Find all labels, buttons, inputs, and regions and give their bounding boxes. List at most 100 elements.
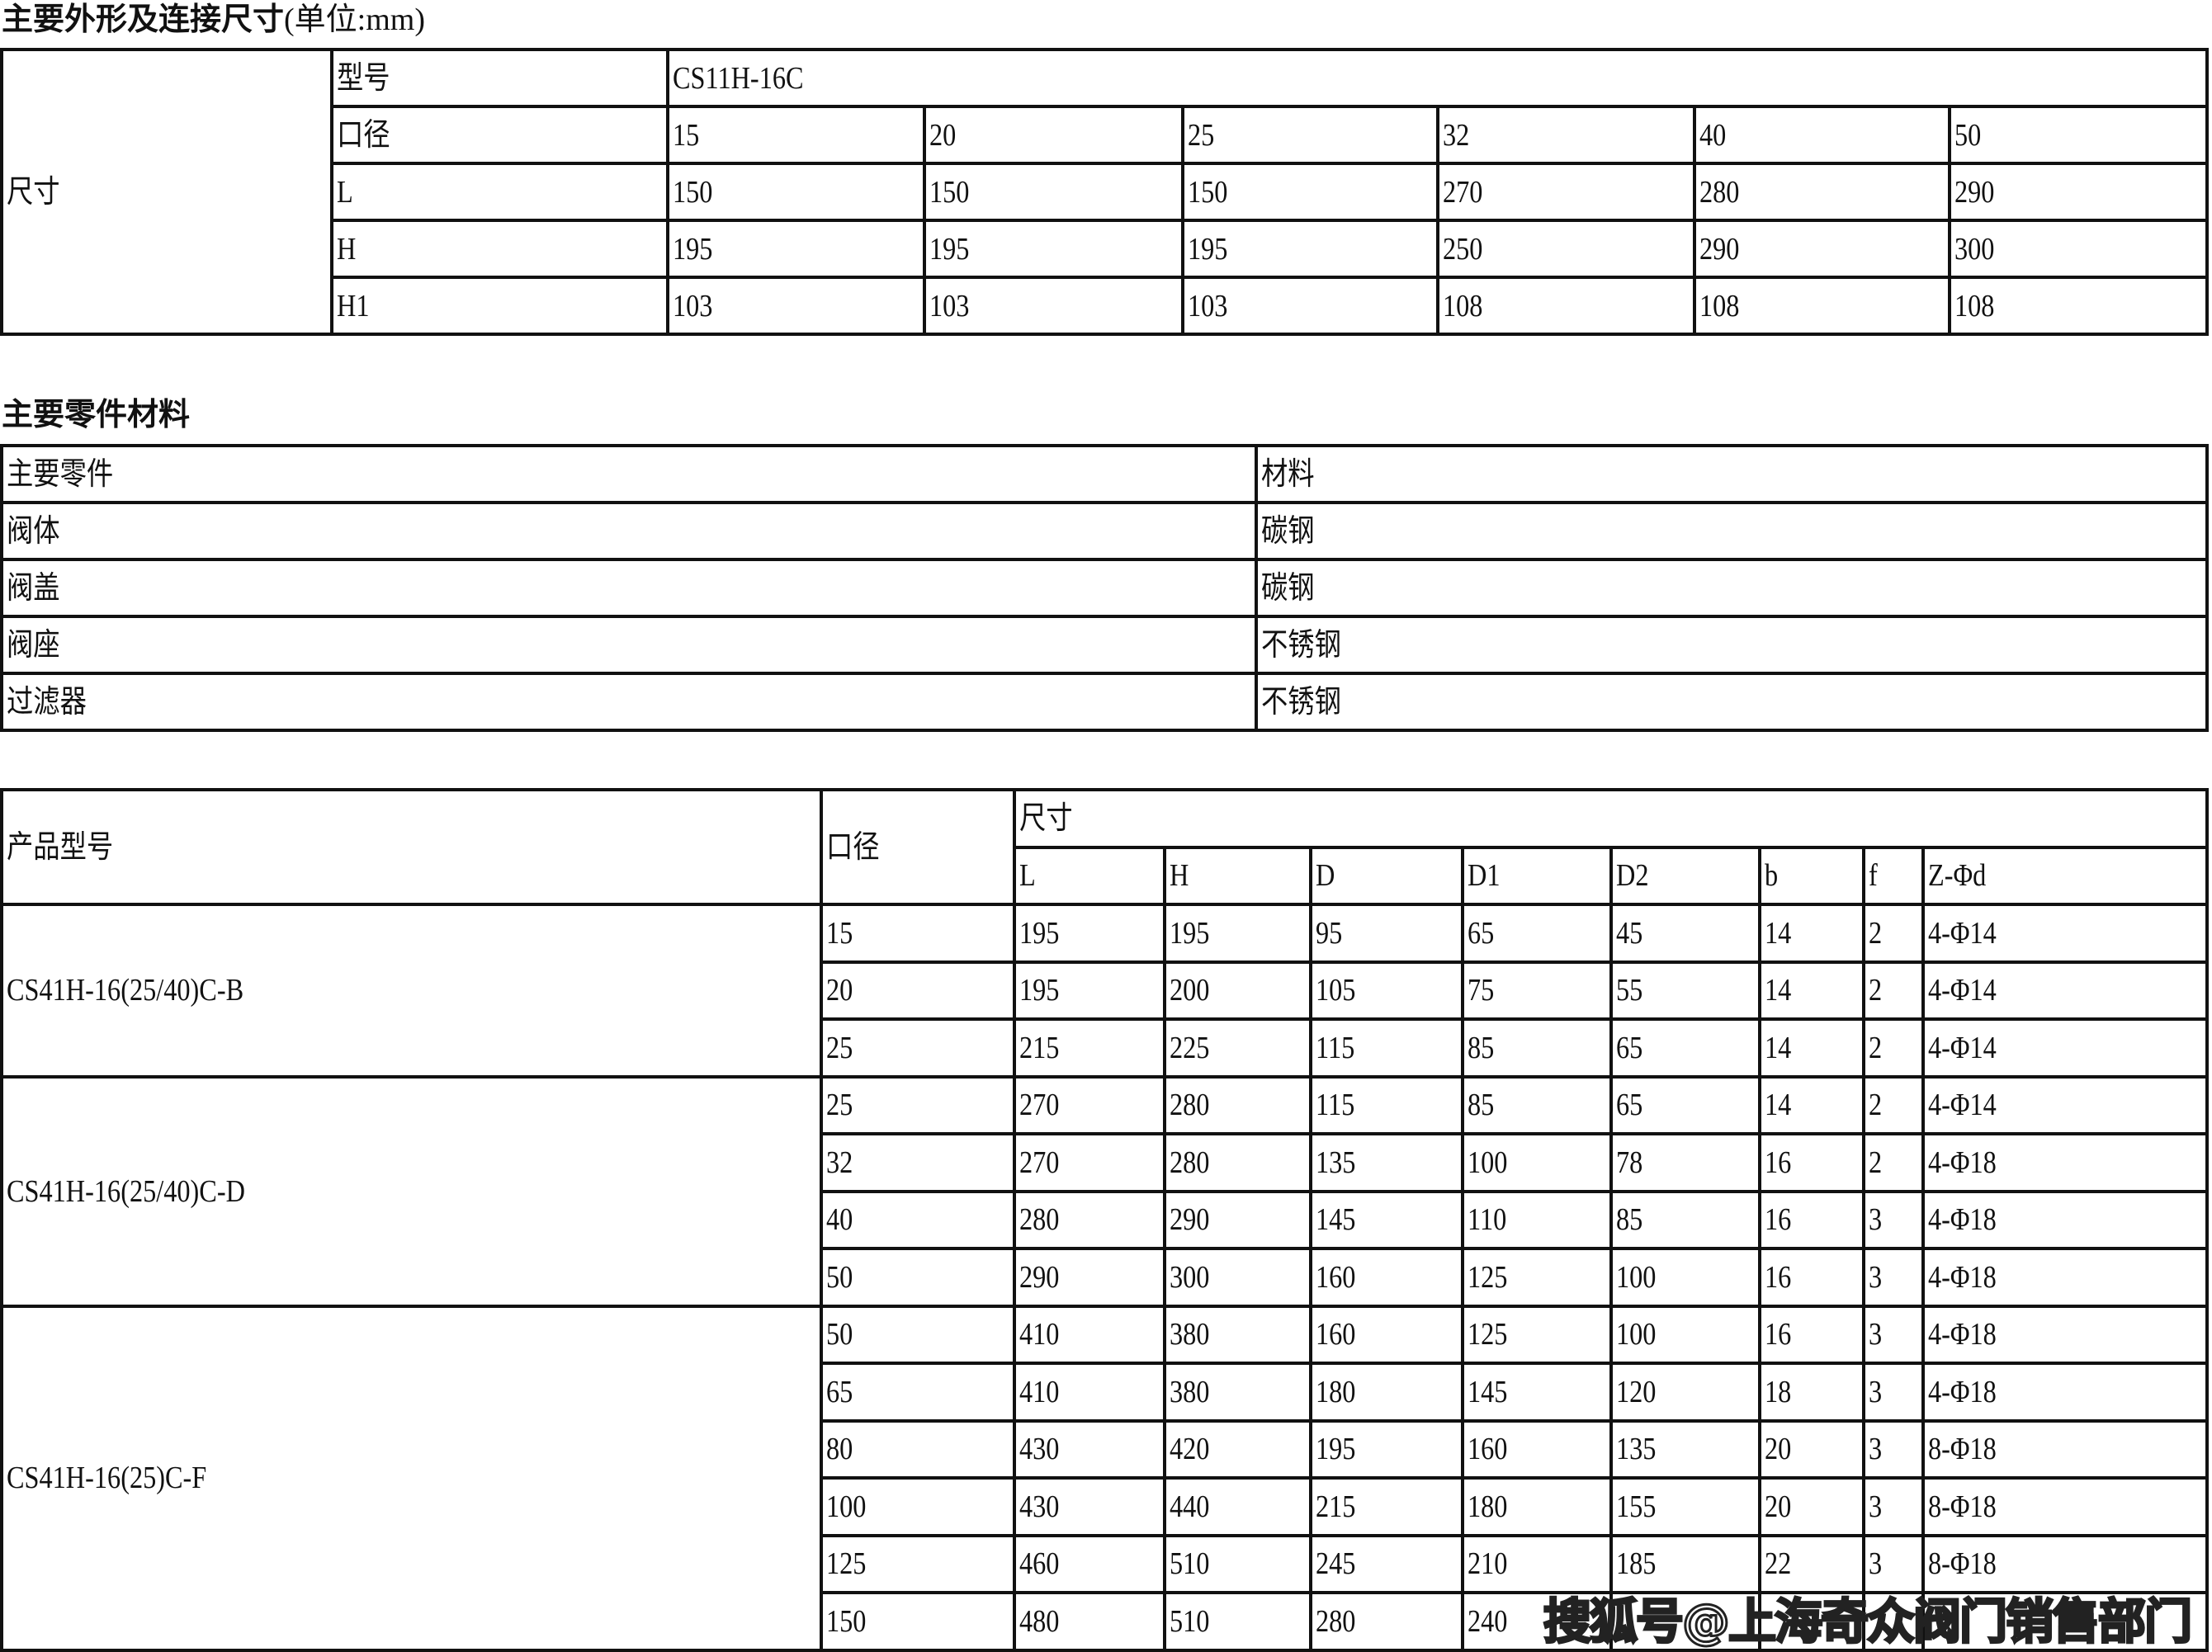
table-cell-text: 3	[1869, 1546, 1883, 1582]
table-cell: 103	[666, 276, 926, 336]
title-text: 主要外形及连接尺寸	[2, 2, 285, 37]
table-row: 25 215 225 115 85 65 14 2 4-Φ14	[2, 1017, 2210, 1079]
row-label-text: L	[337, 174, 353, 210]
table-cell-text: 95	[1316, 915, 1343, 951]
material-text: 不锈钢	[1261, 684, 1341, 720]
table-cell-text: 270	[1019, 1145, 1060, 1180]
table-cell: 150	[820, 1591, 1016, 1652]
table-cell-text: 290	[1954, 174, 1995, 210]
table-cell-text: 2	[1869, 1030, 1883, 1065]
table-cell-text: 108	[1443, 288, 1483, 323]
table-cell: 280	[1163, 1132, 1312, 1193]
table-cell: 3	[1862, 1476, 1925, 1537]
table-cell-text: 430	[1019, 1489, 1060, 1524]
table-cell-text: 55	[1616, 973, 1643, 1008]
table-cell: 25	[820, 1074, 1016, 1135]
table-cell: 2	[1862, 1017, 1925, 1079]
table-cell: 25	[820, 1017, 1016, 1079]
table-cell: 290	[1947, 162, 2210, 222]
table-cell: 2	[1862, 960, 1925, 1021]
table-cell: 110	[1461, 1189, 1613, 1250]
table-cell: 4-Φ14	[1921, 960, 2210, 1021]
table-cell: 115	[1309, 1017, 1464, 1079]
table-row: 尺寸 型号 CS11H-16C	[0, 48, 2210, 336]
table-cell-text: 195	[1316, 1432, 1356, 1467]
table-cell: 14	[1758, 960, 1865, 1021]
part-name-text: 阀盖	[7, 570, 60, 606]
table-cell-text: 18	[1765, 1374, 1792, 1409]
table-cell-text: 25	[1188, 117, 1215, 153]
table-row: 65 410 380 180 145 120 18 3 4-Φ18	[2, 1362, 2210, 1423]
table-cell-text: 103	[1188, 288, 1228, 323]
table-cell-text: 2	[1869, 1088, 1883, 1123]
table-cell: 150	[923, 162, 1184, 222]
table-cell-text: 150	[1188, 174, 1228, 210]
table-cell: 103	[1181, 276, 1439, 336]
table-cell: 50	[820, 1304, 1016, 1365]
table-cell: 25	[1181, 105, 1439, 165]
table-cell-text: 510	[1170, 1603, 1210, 1639]
table-row: 主要零件 材料	[0, 444, 2209, 504]
table-row: 100 430 440 215 180 155 20 3 8-Φ18	[2, 1476, 2210, 1537]
table-row: 阀座 不锈钢	[0, 615, 2209, 675]
table-cell: 50	[820, 1247, 1016, 1308]
column-header-text: D2	[1616, 858, 1649, 894]
table-cell-text: 180	[1468, 1489, 1508, 1524]
table-cell-text: 65	[1616, 1088, 1643, 1123]
table-cell-text: 103	[929, 288, 970, 323]
table-cell: 16	[1758, 1304, 1865, 1365]
table-cell: 135	[1309, 1132, 1464, 1193]
column-header: D1	[1461, 845, 1613, 906]
table-cell-text: 460	[1019, 1546, 1060, 1582]
table-cell-text: 270	[1019, 1088, 1060, 1123]
column-header: f	[1862, 845, 1925, 906]
table-cell: 125	[820, 1533, 1016, 1594]
table-cell-text: 290	[1699, 231, 1740, 267]
part-name: 阀座	[0, 615, 1258, 675]
column-header-text: 主要零件	[7, 456, 114, 492]
table-cell: 4-Φ18	[1921, 1304, 2210, 1365]
table-cell-text: 155	[1616, 1489, 1657, 1524]
table-cell-text: 185	[1616, 1546, 1657, 1582]
table-row: 过滤器 不锈钢	[0, 672, 2209, 732]
table-cell	[1921, 1591, 2210, 1652]
table-cell: 45	[1609, 903, 1761, 964]
table-row: L 150 150 150 270 280 290	[2, 162, 2210, 222]
table-cell: 3	[1862, 1418, 1925, 1480]
column-header-text: b	[1765, 858, 1779, 894]
table-cell-text: 100	[1616, 1317, 1657, 1352]
table-cell-text: 125	[826, 1546, 867, 1582]
table-cell: 8-Φ18	[1921, 1533, 2210, 1594]
table-cell: 4-Φ18	[1921, 1132, 2210, 1193]
table-cell: 4-Φ14	[1921, 1017, 2210, 1079]
table-cell-text: 16	[1765, 1317, 1792, 1352]
table-cell: 280	[1309, 1591, 1464, 1652]
table-cell: 150	[666, 162, 926, 222]
column-header: 材料	[1255, 444, 2209, 504]
material: 不锈钢	[1255, 615, 2209, 675]
table-row: 阀体 碳钢	[0, 501, 2209, 561]
table-cell-text: 15	[826, 915, 853, 951]
row-label: L	[330, 162, 669, 222]
table-cell-text: 20	[1765, 1432, 1792, 1467]
table-cell-text: 160	[1316, 1317, 1356, 1352]
table-cell: 20	[820, 960, 1016, 1021]
table-cell: 155	[1609, 1476, 1761, 1537]
table-cell-text: 78	[1616, 1145, 1643, 1180]
material: 碳钢	[1255, 558, 2209, 618]
table-row: CS41H-16(25/40)C-B 15 195 195 95 65 45 14 2 4-Φ14	[0, 903, 2210, 1079]
table-cell: 195	[1163, 903, 1312, 964]
row-label: H	[330, 219, 669, 279]
table-cell-text: 160	[1316, 1259, 1356, 1295]
table-cell-text: 4-Φ18	[1928, 1202, 1997, 1238]
table-cell: 195	[1013, 903, 1166, 964]
column-header-text: Z-Φd	[1928, 858, 1987, 894]
table-cell-text: 103	[673, 288, 713, 323]
table-cell: 20	[923, 105, 1184, 165]
table-cell: 200	[1163, 960, 1312, 1021]
table-cell: 108	[1693, 276, 1951, 336]
table-cell-text: 150	[673, 174, 713, 210]
column-header-text: D1	[1468, 858, 1501, 894]
table-cell: 125	[1461, 1304, 1613, 1365]
table-cell: 16	[1758, 1189, 1865, 1250]
